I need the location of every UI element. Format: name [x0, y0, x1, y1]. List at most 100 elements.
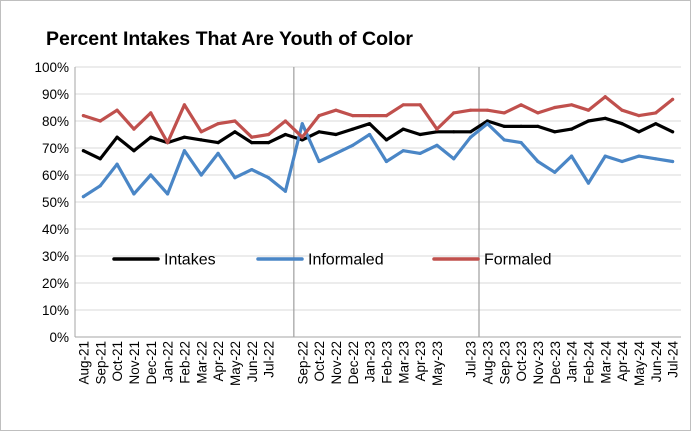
x-tick-label: Nov-23 [531, 341, 546, 385]
data-point-intakes [401, 127, 405, 131]
data-point-informaled [81, 195, 86, 199]
x-tick-label: May-24 [632, 341, 647, 387]
y-tick-label: 50% [42, 195, 69, 210]
data-point-informaled [384, 159, 389, 164]
legend-label-formaled: Formaled [484, 252, 552, 269]
x-tick-label: Nov-21 [127, 341, 142, 385]
data-point-informaled [418, 151, 422, 155]
x-tick-label: Jan-24 [565, 341, 580, 383]
series-line-formaled [81, 95, 675, 145]
data-point-informaled [452, 157, 456, 161]
x-tick-label: Nov-22 [329, 341, 344, 385]
x-tick-label: Apr-24 [615, 341, 630, 382]
series-line-informaled [81, 122, 675, 199]
data-point-informaled [266, 176, 271, 180]
data-point-intakes [670, 130, 675, 134]
y-tick-label: 20% [42, 276, 69, 291]
data-point-intakes [519, 124, 523, 128]
data-point-formaled [384, 114, 389, 118]
data-point-intakes [250, 141, 254, 145]
x-tick-label: Sep-21 [93, 341, 108, 385]
data-point-informaled [216, 151, 220, 155]
y-tick-label: 10% [42, 303, 69, 318]
y-tick-label: 90% [42, 87, 69, 102]
data-point-informaled [670, 159, 675, 164]
x-tick-label: Dec-21 [144, 341, 159, 385]
data-point-formaled [334, 108, 338, 112]
data-point-informaled [233, 176, 237, 180]
data-point-informaled [98, 184, 102, 188]
x-tick-label: Jun-22 [245, 341, 260, 382]
data-point-formaled [300, 135, 304, 139]
data-point-intakes [132, 149, 136, 153]
data-point-formaled [654, 111, 658, 115]
x-tick-label: Mar-23 [396, 341, 411, 384]
data-point-informaled [300, 122, 304, 126]
data-point-informaled [149, 173, 153, 177]
data-point-formaled [283, 119, 288, 123]
x-tick-label: Apr-23 [413, 341, 428, 382]
data-point-intakes [452, 130, 456, 134]
data-point-informaled [401, 149, 405, 153]
x-tick-label: Jan-22 [161, 341, 176, 382]
data-point-intakes [283, 132, 288, 137]
data-point-intakes [603, 116, 607, 120]
x-tick-label: Feb-24 [581, 341, 596, 384]
x-tick-label: Jul-22 [262, 341, 277, 378]
data-point-informaled [367, 132, 372, 137]
x-tick-label: Jul-23 [464, 341, 479, 378]
data-point-intakes [586, 119, 591, 123]
data-point-formaled [418, 103, 422, 107]
x-tick-label: Jan-23 [363, 341, 378, 382]
data-point-formaled [468, 108, 473, 112]
data-point-formaled [536, 111, 540, 115]
data-point-formaled [266, 132, 271, 137]
data-point-intakes [98, 157, 102, 161]
vertical-markers [293, 67, 480, 337]
data-point-formaled [199, 130, 203, 134]
y-tick-label: 100% [34, 60, 69, 75]
data-point-informaled [586, 181, 591, 185]
data-point-informaled [199, 173, 203, 177]
y-tick-label: 0% [49, 330, 69, 345]
data-point-intakes [266, 141, 271, 145]
x-tick-label: Oct-21 [110, 341, 125, 382]
data-point-formaled [452, 111, 456, 115]
data-point-intakes [654, 122, 658, 126]
data-point-formaled [603, 95, 607, 99]
data-point-intakes [435, 130, 439, 134]
data-point-formaled [553, 105, 557, 110]
data-point-formaled [233, 119, 237, 123]
data-point-intakes [418, 132, 422, 137]
y-tick-label: 70% [42, 141, 69, 156]
data-point-informaled [115, 162, 119, 166]
x-tick-label: Oct-23 [514, 341, 529, 382]
x-tick-label: Mar-24 [598, 341, 613, 384]
series-line-intakes [81, 116, 675, 161]
x-tick-label: May-22 [228, 341, 243, 386]
x-tick-label: Dec-22 [346, 341, 361, 385]
data-point-formaled [670, 97, 675, 101]
data-point-informaled [283, 189, 288, 193]
x-tick-label: Aug-23 [480, 341, 495, 385]
x-tick-label: Apr-22 [211, 341, 226, 382]
x-tick-label: Sep-23 [497, 341, 512, 385]
data-point-intakes [81, 149, 86, 153]
legend-label-informaled: Informaled [308, 252, 384, 269]
data-point-informaled [502, 138, 506, 142]
data-point-formaled [182, 103, 187, 107]
data-point-intakes [351, 127, 355, 131]
data-point-intakes [149, 135, 153, 139]
data-point-formaled [367, 114, 372, 118]
data-point-intakes [334, 132, 338, 137]
x-tick-labels: Aug-21 Sep-21 Oct-21 Nov-21 Dec-21 Jan-22 Feb-… [76, 341, 680, 387]
x-tick-label: Mar-22 [194, 341, 209, 384]
data-point-intakes [317, 130, 321, 134]
chart-title: Percent Intakes That Are Youth of Color [46, 28, 413, 50]
x-tick-label: Jul-24 [666, 341, 681, 378]
data-point-formaled [98, 119, 102, 123]
y-tick-label: 60% [42, 168, 69, 183]
data-point-informaled [620, 159, 624, 164]
y-tick-label: 40% [42, 222, 69, 237]
